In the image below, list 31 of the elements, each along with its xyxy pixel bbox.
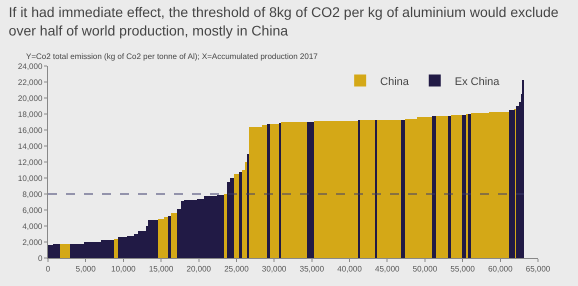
y-tick-label: 22,000 bbox=[18, 78, 43, 87]
y-tick-label: 6,000 bbox=[22, 206, 43, 215]
y-tick-label: 16,000 bbox=[18, 126, 43, 135]
y-tick-label: 0 bbox=[38, 254, 43, 263]
y-tick-label: 8,000 bbox=[22, 190, 43, 199]
chart-subtitle: Y=Co2 total emission (kg of Co2 per tonne of Al); X=Accumulated production 2017 bbox=[26, 52, 318, 61]
x-tick-label: 40,000 bbox=[337, 264, 362, 274]
y-tick-label: 2,000 bbox=[22, 238, 43, 247]
y-tick-label: 14,000 bbox=[18, 142, 43, 151]
y-tick-label: 20,000 bbox=[18, 94, 43, 103]
chart-title: If it had immediate effect, the threshold of 8kg of CO2 per kg of aluminium would exclude over half of world production, mostly in China bbox=[8, 4, 559, 38]
x-tick-label: 45,000 bbox=[374, 264, 400, 274]
x-tick-label: 35,000 bbox=[300, 264, 325, 274]
x-tick-label: 30,000 bbox=[262, 264, 287, 274]
legend-label: Ex China bbox=[454, 76, 500, 88]
legend-label: China bbox=[380, 76, 410, 88]
x-tick-label: 5,000 bbox=[76, 264, 96, 274]
x-tick-label: 20,000 bbox=[186, 264, 212, 274]
y-tick-label: 10,000 bbox=[18, 174, 43, 183]
x-tick-label: 0 bbox=[46, 264, 51, 274]
y-tick-label: 24,000 bbox=[18, 62, 43, 71]
x-tick-label: 55,000 bbox=[450, 264, 476, 274]
x-tick-label: 25,000 bbox=[224, 264, 250, 274]
y-tick-label: 4,000 bbox=[22, 222, 43, 231]
x-tick-label: 10,000 bbox=[111, 264, 136, 274]
x-tick-label: 65,000 bbox=[526, 264, 551, 274]
x-tick-label: 50,000 bbox=[412, 264, 438, 274]
y-tick-label: 18,000 bbox=[18, 110, 43, 119]
y-tick-label: 12,000 bbox=[18, 158, 43, 167]
x-tick-label: 15,000 bbox=[148, 264, 174, 274]
x-tick-label: 60,000 bbox=[488, 264, 514, 274]
